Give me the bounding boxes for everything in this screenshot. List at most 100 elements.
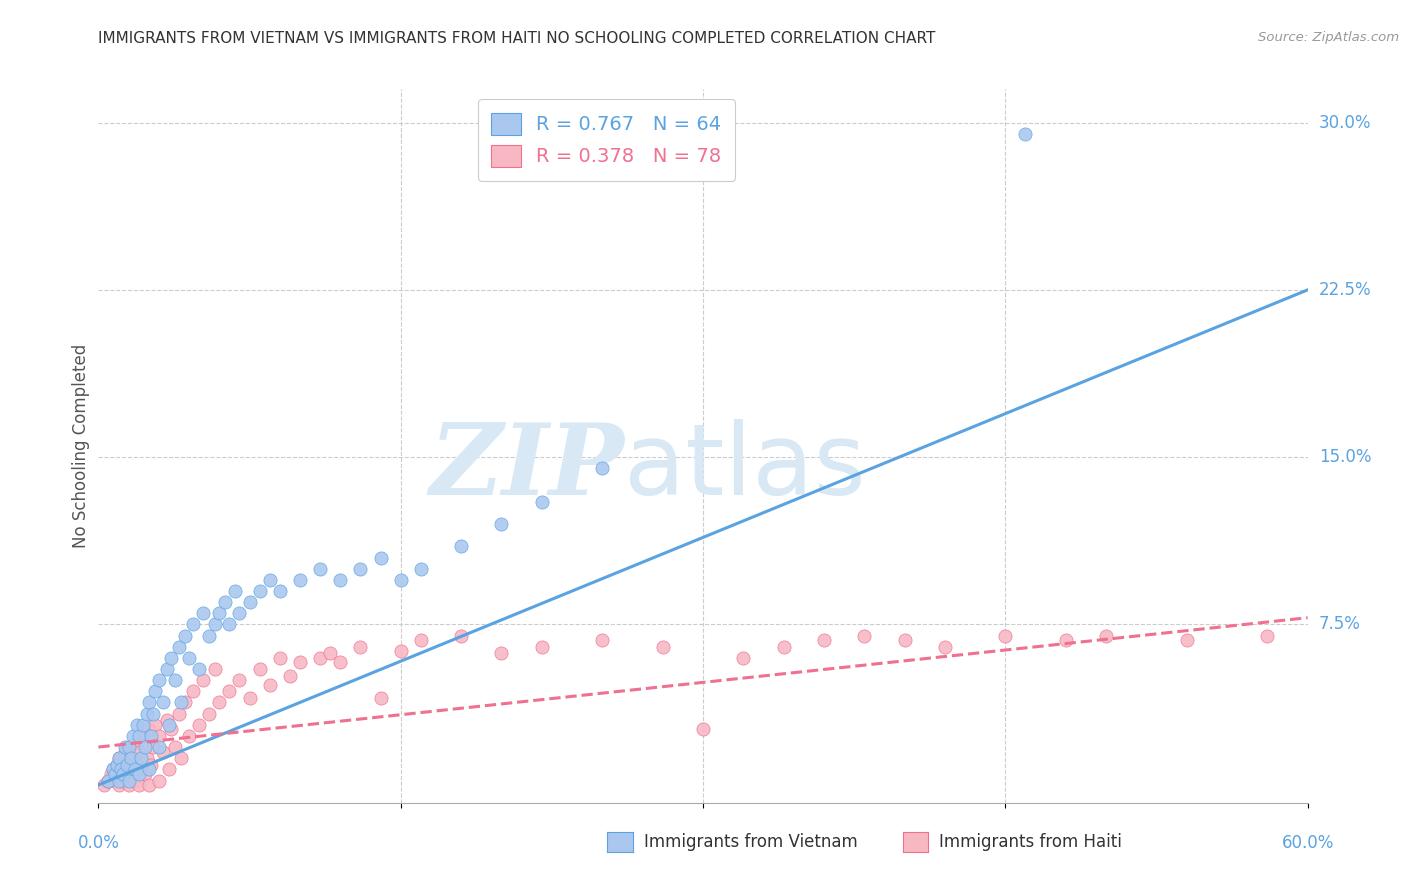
Point — [118, 773, 141, 788]
Point — [143, 684, 166, 698]
Point — [651, 640, 673, 654]
Point — [148, 740, 170, 755]
Point — [491, 646, 513, 660]
Point — [115, 762, 138, 776]
Point — [204, 617, 226, 632]
Point — [110, 766, 132, 781]
Text: Source: ZipAtlas.com: Source: ZipAtlas.com — [1258, 31, 1399, 45]
Point — [259, 678, 281, 692]
Point — [239, 690, 262, 705]
Text: ZIP: ZIP — [429, 419, 624, 516]
Point — [188, 662, 211, 676]
Point — [128, 729, 150, 743]
Point — [193, 607, 215, 621]
Point — [994, 628, 1017, 642]
Point — [309, 651, 332, 665]
Legend: R = 0.767   N = 64, R = 0.378   N = 78: R = 0.767 N = 64, R = 0.378 N = 78 — [478, 99, 735, 181]
Point — [115, 757, 138, 772]
Point — [121, 729, 143, 743]
Point — [288, 655, 311, 669]
Point — [152, 744, 174, 758]
Point — [329, 655, 352, 669]
Point — [249, 662, 271, 676]
Point — [1256, 628, 1278, 642]
Point — [288, 573, 311, 587]
Text: IMMIGRANTS FROM VIETNAM VS IMMIGRANTS FROM HAITI NO SCHOOLING COMPLETED CORRELAT: IMMIGRANTS FROM VIETNAM VS IMMIGRANTS FR… — [98, 31, 936, 46]
Point — [1054, 633, 1077, 648]
Point — [103, 773, 125, 788]
Point — [177, 729, 201, 743]
Point — [143, 717, 166, 731]
Point — [214, 595, 236, 609]
Point — [170, 751, 193, 765]
Text: 22.5%: 22.5% — [1319, 281, 1371, 299]
Point — [188, 717, 211, 731]
Text: 0.0%: 0.0% — [77, 834, 120, 852]
Point — [530, 640, 553, 654]
Point — [124, 762, 146, 776]
Point — [105, 757, 128, 772]
Point — [107, 778, 129, 792]
Point — [111, 766, 134, 781]
Point — [167, 640, 190, 654]
Point — [450, 539, 472, 553]
Point — [198, 706, 221, 721]
Point — [101, 762, 124, 776]
Point — [125, 735, 148, 749]
Point — [138, 778, 160, 792]
Y-axis label: No Schooling Completed: No Schooling Completed — [72, 344, 90, 548]
Point — [134, 766, 156, 781]
Point — [97, 773, 120, 788]
Point — [491, 517, 513, 532]
Point — [156, 714, 179, 728]
Point — [152, 696, 174, 710]
Point — [107, 773, 129, 788]
Point — [389, 644, 412, 658]
Text: 7.5%: 7.5% — [1319, 615, 1361, 633]
Point — [1095, 628, 1118, 642]
Point — [163, 740, 186, 755]
Point — [142, 706, 165, 721]
Point — [167, 706, 190, 721]
Point — [118, 740, 141, 755]
Text: Immigrants from Haiti: Immigrants from Haiti — [939, 833, 1122, 851]
Point — [111, 773, 134, 788]
Point — [218, 684, 240, 698]
Point — [148, 773, 170, 788]
Point — [128, 778, 150, 792]
Point — [120, 766, 142, 781]
Point — [813, 633, 835, 648]
Point — [177, 651, 201, 665]
Point — [157, 762, 180, 776]
Point — [128, 744, 150, 758]
Point — [138, 723, 160, 737]
Point — [450, 628, 472, 642]
Point — [134, 740, 156, 755]
Point — [389, 573, 412, 587]
Point — [129, 751, 152, 765]
Text: 30.0%: 30.0% — [1319, 113, 1371, 132]
Point — [132, 729, 155, 743]
Point — [269, 583, 291, 598]
Point — [128, 766, 150, 781]
Point — [733, 651, 755, 665]
Point — [259, 573, 281, 587]
Point — [772, 640, 794, 654]
Point — [1175, 633, 1198, 648]
Point — [148, 673, 170, 687]
Point — [409, 562, 432, 576]
Point — [309, 562, 332, 576]
Point — [139, 729, 162, 743]
Point — [193, 673, 215, 687]
Text: 60.0%: 60.0% — [1281, 834, 1334, 852]
Point — [208, 696, 231, 710]
Point — [110, 762, 132, 776]
Point — [228, 673, 250, 687]
Point — [107, 751, 129, 765]
Point — [148, 729, 170, 743]
Point — [132, 717, 155, 731]
Point — [170, 696, 193, 710]
Point — [228, 607, 250, 621]
Point — [118, 740, 141, 755]
Point — [97, 773, 120, 788]
